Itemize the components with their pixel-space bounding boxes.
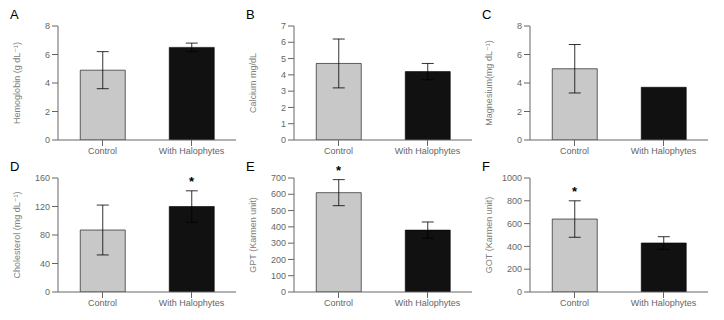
svg-text:4: 4	[517, 78, 522, 88]
html-text:F: F	[482, 159, 490, 174]
svg-text:*: *	[336, 163, 342, 178]
svg-text:600: 600	[507, 219, 522, 229]
svg-text:2: 2	[281, 103, 286, 113]
svg-text:6: 6	[517, 50, 522, 60]
svg-text:160: 160	[35, 173, 50, 183]
svg-text:With Halophytes: With Halophytes	[395, 146, 461, 156]
svg-text:6: 6	[45, 50, 50, 60]
svg-text:8: 8	[517, 21, 522, 31]
svg-text:80: 80	[40, 230, 50, 240]
svg-text:40: 40	[40, 259, 50, 269]
svg-text:Cholesterol (mg dL⁻¹): Cholesterol (mg dL⁻¹)	[12, 192, 22, 279]
svg-text:0: 0	[45, 287, 50, 297]
svg-text:800: 800	[507, 196, 522, 206]
svg-text:0: 0	[517, 287, 522, 297]
svg-text:4: 4	[45, 78, 50, 88]
svg-text:Control: Control	[324, 298, 353, 308]
svg-text:120: 120	[35, 202, 50, 212]
svg-text:Control: Control	[560, 298, 589, 308]
svg-text:5: 5	[281, 54, 286, 64]
svg-text:400: 400	[271, 222, 286, 232]
svg-text:Hemoglobin (g dL⁻¹): Hemoglobin (g dL⁻¹)	[12, 42, 22, 124]
html-text:C: C	[482, 7, 492, 22]
html-text:D: D	[10, 159, 20, 174]
svg-text:4: 4	[281, 70, 286, 80]
svg-text:Control: Control	[560, 146, 589, 156]
svg-text:8: 8	[45, 21, 50, 31]
svg-text:Magnesium(mg dL⁻¹): Magnesium(mg dL⁻¹)	[484, 40, 494, 125]
svg-text:0: 0	[281, 135, 286, 145]
svg-text:100: 100	[271, 271, 286, 281]
svg-text:600: 600	[271, 189, 286, 199]
svg-text:Calcium mg/dL: Calcium mg/dL	[248, 53, 258, 113]
svg-text:With Halophytes: With Halophytes	[159, 146, 225, 156]
svg-text:3: 3	[281, 86, 286, 96]
svg-text:200: 200	[507, 264, 522, 274]
svg-text:GOT (Karmen unit): GOT (Karmen unit)	[484, 197, 494, 273]
svg-text:500: 500	[271, 206, 286, 216]
svg-text:*: *	[189, 174, 195, 189]
svg-text:300: 300	[271, 238, 286, 248]
svg-text:200: 200	[271, 255, 286, 265]
svg-text:0: 0	[517, 135, 522, 145]
svg-text:6: 6	[281, 37, 286, 47]
svg-text:700: 700	[271, 173, 286, 183]
svg-text:400: 400	[507, 242, 522, 252]
html-text:B: B	[246, 7, 255, 22]
svg-text:2: 2	[517, 107, 522, 117]
svg-text:*: *	[572, 184, 578, 199]
svg-text:Control: Control	[88, 298, 117, 308]
svg-text:With Halophytes: With Halophytes	[631, 298, 697, 308]
svg-text:With Halophytes: With Halophytes	[631, 146, 697, 156]
svg-text:With Halophytes: With Halophytes	[159, 298, 225, 308]
html-text:A: A	[10, 7, 19, 22]
svg-text:7: 7	[281, 21, 286, 31]
svg-text:0: 0	[281, 287, 286, 297]
html-text:E: E	[246, 159, 255, 174]
svg-text:With Halophytes: With Halophytes	[395, 298, 461, 308]
svg-text:1000: 1000	[502, 173, 522, 183]
svg-text:0: 0	[45, 135, 50, 145]
svg-text:Control: Control	[88, 146, 117, 156]
svg-text:Control: Control	[324, 146, 353, 156]
svg-text:2: 2	[45, 107, 50, 117]
svg-text:GPT (Karmen unit): GPT (Karmen unit)	[248, 197, 258, 272]
svg-text:1: 1	[281, 119, 286, 129]
